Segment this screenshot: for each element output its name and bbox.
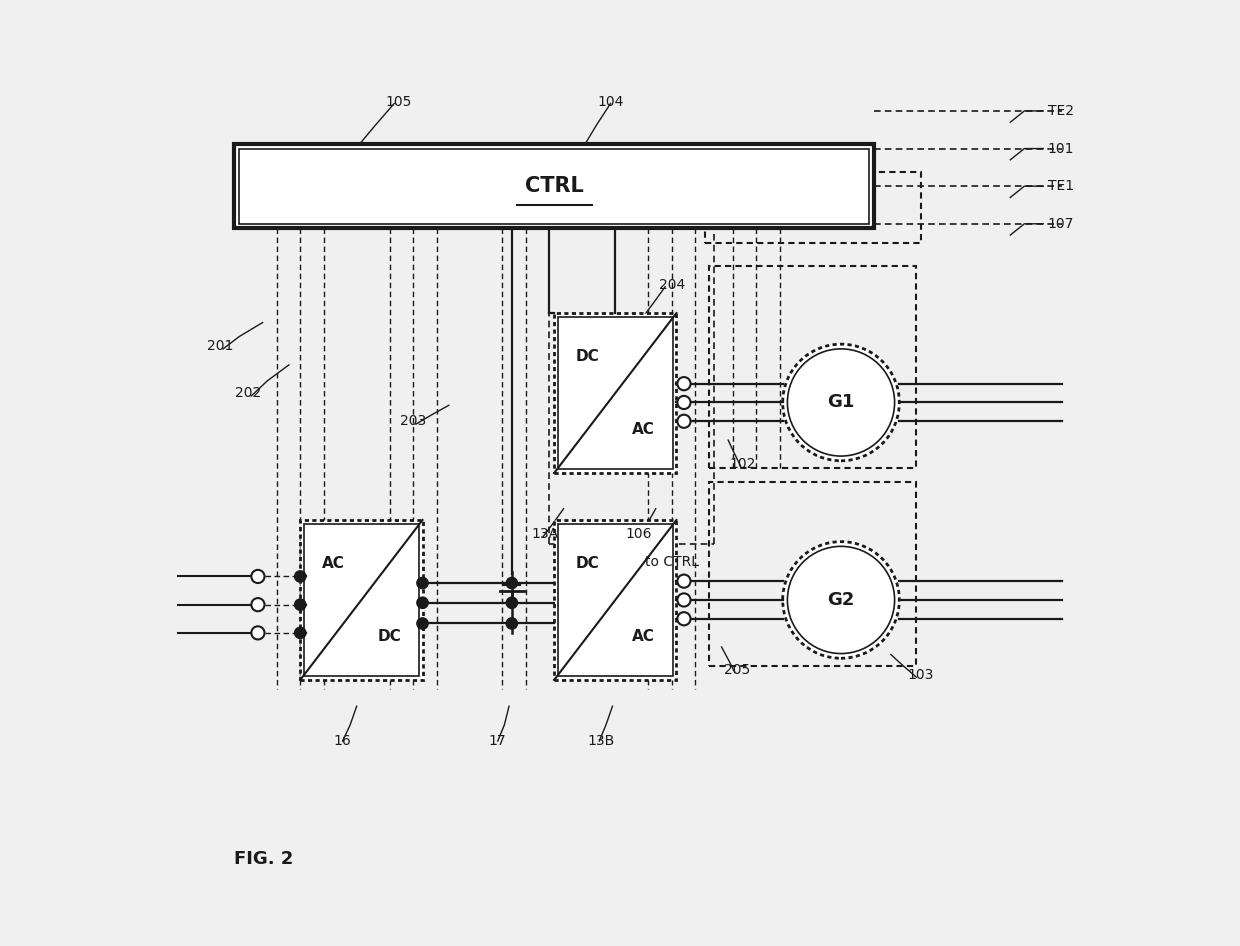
Text: 106: 106 [625,527,652,541]
Bar [300,520,423,680]
Bar [709,266,916,468]
Circle shape [677,574,691,587]
Text: DC: DC [378,629,402,644]
Bar [304,524,419,676]
Text: G2: G2 [827,591,854,609]
Bar [558,317,672,469]
Text: AC: AC [322,555,345,570]
Circle shape [677,414,691,428]
Text: 105: 105 [386,95,412,109]
Text: AC: AC [632,629,655,644]
Bar [709,482,916,666]
Text: 204: 204 [658,278,684,292]
Bar [239,149,869,224]
Text: DC: DC [575,349,599,364]
Circle shape [252,626,264,639]
Circle shape [677,593,691,606]
Text: G1: G1 [827,394,854,412]
Text: TE2: TE2 [1048,104,1074,118]
Text: 205: 205 [724,663,750,677]
Circle shape [506,618,517,629]
Text: 203: 203 [401,414,427,429]
Bar [704,172,921,242]
Text: 201: 201 [207,339,233,353]
Circle shape [252,598,264,611]
Text: 17: 17 [489,734,507,748]
Circle shape [506,597,517,608]
Text: 202: 202 [236,386,262,400]
Circle shape [677,377,691,391]
Circle shape [252,569,264,583]
Circle shape [677,612,691,625]
Text: 101: 101 [1048,142,1074,155]
Circle shape [417,577,428,588]
Text: 16: 16 [334,734,351,748]
Circle shape [417,597,428,608]
Circle shape [677,395,691,409]
Circle shape [417,618,428,629]
Text: CTRL: CTRL [525,176,584,196]
Bar [554,520,677,680]
Text: TE1: TE1 [1048,179,1074,193]
Text: 102: 102 [729,457,755,470]
Text: 13B: 13B [588,734,615,748]
Text: 104: 104 [598,95,624,109]
Text: 103: 103 [908,668,934,682]
Circle shape [295,570,306,582]
Circle shape [295,599,306,610]
Text: AC: AC [632,422,655,437]
Circle shape [782,344,899,461]
Bar [234,144,874,229]
Text: to CTRL: to CTRL [645,555,698,569]
Circle shape [782,542,899,658]
Bar [554,313,677,473]
Text: DC: DC [575,555,599,570]
Text: FIG. 2: FIG. 2 [234,850,294,867]
Text: 13A: 13A [531,527,558,541]
Circle shape [295,627,306,639]
Text: 107: 107 [1048,217,1074,231]
Circle shape [506,577,517,588]
Bar [558,524,672,676]
